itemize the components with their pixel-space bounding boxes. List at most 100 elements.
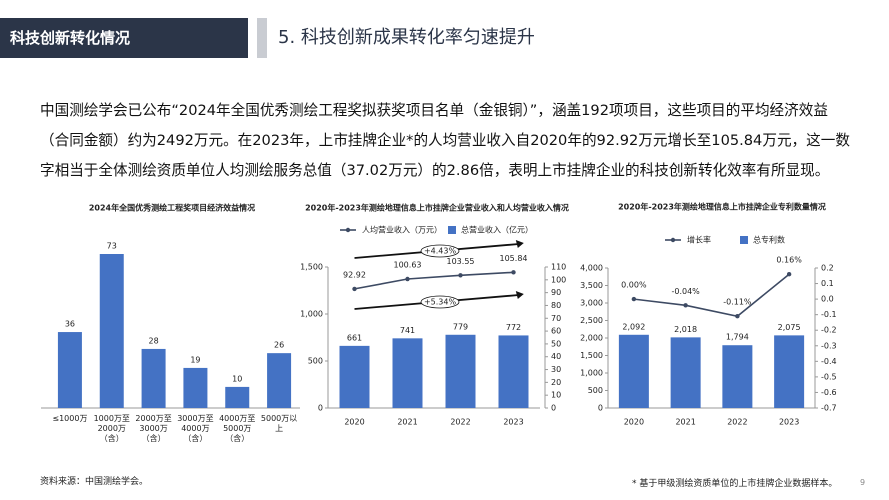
chart-title: 2020年-2023年测绘地理信息上市挂牌企业营业收入和人均营业收入情况 (305, 203, 569, 213)
y2-tick-label: 90 (551, 288, 561, 297)
y2-tick-label: -0.6 (821, 388, 837, 397)
y-tick-label: 2,000 (580, 334, 603, 343)
y2-tick-label: 0 (551, 404, 556, 413)
y2-tick-label: 40 (551, 352, 561, 361)
y2-tick-label: -0.4 (821, 357, 837, 366)
y-tick-label: 1,500 (300, 263, 323, 272)
value-label: 2,075 (778, 323, 801, 332)
x-tick-label: 2022 (727, 418, 747, 427)
y-tick-label: 500 (308, 357, 323, 366)
point (786, 272, 792, 277)
bar (99, 254, 124, 408)
value-label: 741 (400, 326, 415, 335)
y-tick-label: 4,000 (580, 264, 603, 273)
y2-tick-label: -0.5 (821, 372, 837, 381)
y-tick-label: 0 (598, 404, 603, 413)
value-label: 1,794 (726, 333, 749, 342)
bar (445, 334, 476, 408)
y-tick-label: 1,000 (300, 310, 323, 319)
y2-tick-label: -0.2 (821, 326, 837, 335)
y2-tick-label: 0.1 (821, 279, 834, 288)
paragraph: 中国测绘学会已公布“2024年全国优秀测绘工程奖拟获奖项目名单（金银铜）”，涵盖… (40, 102, 850, 179)
y2-tick-label: 100 (551, 275, 566, 284)
x-tick-label: 2000万至3000万（含） (135, 414, 172, 443)
value-label: 73 (107, 242, 117, 251)
y2-tick-label: 60 (551, 327, 561, 336)
x-tick-label: 2023 (779, 418, 799, 427)
value-label: 772 (506, 323, 521, 332)
x-tick-label: 2021 (397, 418, 417, 427)
chart-title: 2024年全国优秀测绘工程奖项目经济效益情况 (89, 203, 255, 213)
x-tick-label: ≤1000万 (52, 414, 88, 423)
value-label: -0.11% (723, 298, 752, 307)
value-label: 28 (148, 336, 158, 345)
value-label: 100.63 (394, 261, 422, 270)
point (683, 303, 688, 308)
y2-tick-label: 0.0 (821, 295, 834, 304)
x-tick-label: 2022 (450, 418, 470, 427)
y2-tick-label: 110 (551, 263, 566, 272)
value-label: 0.16% (776, 256, 802, 265)
point (405, 276, 410, 282)
section-label: 科技创新转化情况 (0, 18, 248, 58)
point (735, 314, 740, 319)
point (631, 296, 637, 302)
legend-swatch (740, 236, 748, 244)
slide-title: 5. 科技创新成果转化率匀速提升 (278, 27, 535, 48)
bar (57, 332, 82, 408)
bar (141, 348, 166, 408)
y-tick-label: 0 (318, 404, 323, 413)
annotation-box (420, 295, 460, 309)
bar (392, 338, 423, 408)
annotation: +4.43% (424, 247, 457, 256)
value-label: 26 (274, 341, 284, 350)
y2-tick-label: -0.1 (821, 310, 837, 319)
point (511, 270, 516, 275)
y2-tick-label: 30 (551, 365, 561, 374)
bar (670, 337, 701, 408)
divider (257, 18, 267, 58)
x-tick-label: 5000万以上 (260, 414, 298, 433)
legend-swatch (448, 226, 456, 234)
value-label: 2,092 (622, 322, 645, 331)
y2-tick-label: 20 (551, 378, 561, 387)
line (354, 271, 514, 290)
x-tick-label: 4000万至5000万（含） (219, 414, 256, 443)
x-tick-label: 3000万至4000万（含） (177, 414, 214, 443)
legend-label: 总专利数 (753, 235, 785, 245)
point (458, 273, 463, 278)
value-label: 779 (453, 322, 468, 331)
y-tick-label: 1,000 (580, 369, 603, 378)
bar (774, 335, 805, 408)
y-tick-label: 500 (588, 386, 603, 395)
source: 资料来源：中国测绘学会。 (40, 477, 149, 487)
arrow-head (515, 291, 524, 299)
page-number: 9 (860, 478, 866, 487)
x-tick-label: 2023 (503, 418, 523, 427)
x-tick-label: 2020 (344, 418, 364, 427)
y-tick-label: 1,500 (580, 351, 603, 360)
bar (498, 335, 529, 408)
bar (267, 353, 292, 408)
line (633, 273, 790, 318)
value-label: 92.92 (343, 270, 366, 279)
legend-label: 总营业收入（亿元） (461, 225, 533, 235)
chart-title: 2020年-2023年测绘地理信息上市挂牌企业专利数量情况 (618, 202, 826, 212)
footnote: * 基于甲级测绘资质单位的上市挂牌企业数据样本。 (632, 479, 838, 489)
bar (183, 367, 208, 408)
value-label: 105.84 (500, 254, 528, 263)
bar (225, 386, 250, 408)
x-tick-label: 1000万至2000万（含） (93, 414, 130, 443)
value-label: -0.04% (671, 287, 700, 296)
legend-dot (670, 237, 676, 243)
y2-tick-label: -0.7 (821, 404, 837, 413)
x-tick-label: 2020 (624, 418, 644, 427)
legend-label: 人均营业收入（万元） (362, 225, 442, 235)
value-label: 10 (232, 374, 242, 383)
y2-tick-label: 0.2 (821, 264, 834, 273)
arrow-head (515, 240, 524, 248)
value-label: 36 (65, 320, 75, 329)
y2-tick-label: 50 (551, 339, 561, 348)
